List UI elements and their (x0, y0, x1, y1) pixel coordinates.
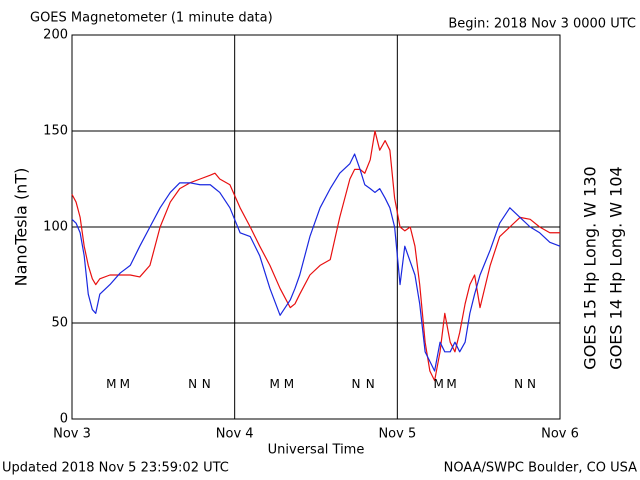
plot-frame (71, 34, 561, 420)
annotation: N (188, 377, 197, 391)
annotation: M (269, 377, 279, 391)
annotation: N (202, 377, 211, 391)
annotation: N (351, 377, 360, 391)
y-tick-label: 200 (43, 28, 68, 43)
y-tick-label: 50 (51, 316, 68, 331)
annotation: M (120, 377, 130, 391)
annotation: M (106, 377, 116, 391)
series-line (71, 130, 560, 382)
x-axis-label: Universal Time (268, 443, 365, 458)
y-tick-label: 150 (43, 124, 68, 139)
annotation: M (433, 377, 443, 391)
annotation: N (366, 377, 375, 391)
annotation: M (284, 377, 294, 391)
x-tick-label: Nov 3 (53, 427, 91, 442)
x-tick-label: Nov 6 (541, 427, 579, 442)
footer-right: NOAA/SWPC Boulder, CO USA (444, 461, 637, 476)
y-tick-label: 100 (43, 220, 68, 235)
chart-subtitle: Begin: 2018 Nov 3 0000 UTC (448, 17, 636, 32)
legend-entry: GOES 15 Hp Long. W 130 (581, 166, 600, 369)
annotation: N (514, 377, 523, 391)
chart-title: GOES Magnetometer (1 minute data) (30, 11, 273, 26)
annotation: N (527, 377, 536, 391)
x-tick-label: Nov 4 (216, 427, 254, 442)
y-axis-label: NanoTesla (nT) (12, 168, 31, 287)
x-tick-label: Nov 5 (378, 427, 416, 442)
y-tick-label: 0 (60, 412, 68, 427)
series-line (71, 153, 561, 372)
annotation: M (446, 377, 456, 391)
footer-left: Updated 2018 Nov 5 23:59:02 UTC (2, 461, 229, 476)
legend-entry: GOES 14 Hp Long. W 104 (607, 166, 626, 369)
